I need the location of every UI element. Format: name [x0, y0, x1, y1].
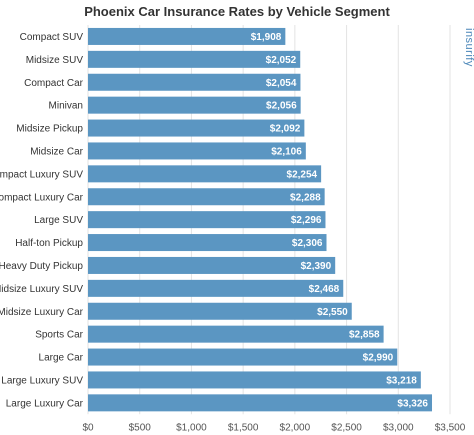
bar-value-label: $2,106: [271, 146, 302, 157]
category-label: Half-ton Pickup: [15, 238, 83, 249]
category-label: Large Car: [39, 353, 84, 364]
bar-value-label: $2,254: [287, 169, 318, 180]
x-tick-label: $3,000: [383, 422, 414, 433]
bar-value-label: $2,054: [266, 78, 297, 89]
x-tick-label: $2,500: [331, 422, 362, 433]
bar-value-label: $2,550: [317, 307, 348, 318]
bar: [88, 234, 327, 252]
bar: [88, 394, 433, 412]
bar-value-label: $2,990: [363, 353, 394, 364]
bar: [88, 96, 301, 114]
bar-value-label: $3,218: [386, 375, 417, 386]
bar: [88, 27, 286, 45]
watermark-logo: insurify: [463, 28, 474, 67]
bar: [88, 256, 336, 274]
category-label: Heavy Duty Pickup: [0, 261, 83, 272]
category-label: Compact Luxury SUV: [0, 169, 83, 180]
x-tick-labels: $0 $500 $1,000 $1,500 $2,000 $2,500 $3,000 $3,5…: [82, 422, 465, 433]
category-label: Midsize Car: [30, 146, 83, 157]
bar: [88, 188, 325, 206]
bar-value-label: $2,056: [266, 101, 297, 112]
bar: [88, 302, 352, 320]
category-label: Large SUV: [34, 215, 83, 226]
category-label: Midsize SUV: [26, 55, 84, 66]
bar: [88, 371, 421, 389]
bar-value-label: $2,390: [301, 261, 332, 272]
category-label: Midsize Luxury Car: [0, 307, 84, 318]
category-label: Midsize Luxury SUV: [0, 284, 83, 295]
bar: [88, 142, 306, 160]
bar-value-label: $2,858: [349, 330, 380, 341]
bars: $1,908 $2,052 $2,054 $2,056 $2,092 $2,106 $2,2…: [88, 27, 433, 412]
bar: [88, 119, 305, 137]
bar: [88, 73, 301, 91]
category-label: Large Luxury Car: [6, 398, 84, 409]
bar-value-label: $2,052: [266, 55, 297, 66]
bar: [88, 50, 301, 68]
x-tick-label: $2,000: [280, 422, 311, 433]
bar-value-label: $2,468: [309, 284, 340, 295]
bar: [88, 279, 344, 297]
x-tick-label: $3,500: [435, 422, 466, 433]
bar-value-label: $3,326: [397, 398, 428, 409]
category-label: Large Luxury SUV: [1, 375, 83, 386]
x-tick-label: $1,000: [176, 422, 207, 433]
bar-value-label: $2,288: [290, 192, 321, 203]
x-tick-label: $0: [82, 422, 94, 433]
bar: [88, 325, 384, 343]
x-tick-label: $500: [129, 422, 152, 433]
category-label: Sports Car: [35, 330, 83, 341]
bar: [88, 165, 322, 183]
bar-value-label: $2,296: [291, 215, 322, 226]
bar-value-label: $2,306: [292, 238, 323, 249]
category-labels: Compact SUV Midsize SUV Compact Car Minivan…: [0, 32, 84, 409]
category-label: Compact Car: [24, 78, 84, 89]
bar: [88, 211, 326, 229]
category-label: Midsize Pickup: [16, 124, 83, 135]
category-label: Compact Luxury Car: [0, 192, 84, 203]
category-label: Minivan: [49, 101, 83, 112]
bar: [88, 348, 398, 366]
category-label: Compact SUV: [20, 32, 84, 43]
chart-title: Phoenix Car Insurance Rates by Vehicle S…: [84, 4, 390, 19]
bar-value-label: $2,092: [270, 124, 301, 135]
x-tick-label: $1,500: [228, 422, 259, 433]
bar-value-label: $1,908: [251, 32, 282, 43]
